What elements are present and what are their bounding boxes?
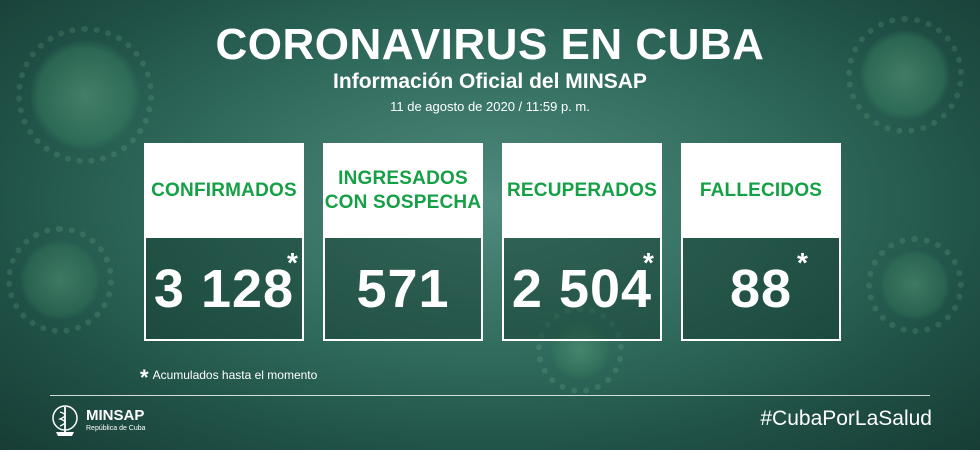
minsap-emblem-icon [52,405,78,436]
card-value: 2 504 [511,258,653,319]
card-value: 571 [356,258,450,319]
card-fallecidos: FALLECIDOS 88 * [681,143,841,343]
card-label: FALLECIDOS [699,179,823,201]
footer-divider [50,395,930,396]
asterisk-mark: * [287,247,298,278]
virus-decoration-icon [536,306,624,394]
report-date: 11 de agosto de 2020 / 11:59 p. m. [390,99,590,114]
footnote-asterisk: * [140,365,149,390]
virus-decoration-icon [16,26,154,164]
card-label: CONFIRMADOS [151,179,297,201]
asterisk-mark: * [797,247,808,278]
virus-decoration-icon [866,236,964,334]
asterisk-mark: * [643,247,654,278]
virus-decoration-icon [846,16,964,134]
footnote: * Acumulados hasta el momento [140,365,317,391]
card-label: INGRESADOS CON SOSPECHA [324,167,482,213]
card-recuperados: RECUPERADOS 2 504 * [502,143,662,343]
page-title: CORONAVIRUS EN CUBA [215,20,765,69]
card-value: 3 128 [153,258,295,319]
card-value: 88 [729,258,793,319]
page-subtitle: Información Oficial del MINSAP [333,70,647,93]
logo-subtitle: República de Cuba [86,425,146,432]
minsap-logo: MINSAP República de Cuba [50,402,146,438]
card-ingresados: INGRESADOS CON SOSPECHA 571 [323,143,483,343]
logo-name: MINSAP [86,407,145,424]
hashtag: #CubaPorLaSalud [760,407,932,430]
virus-decoration-icon [6,226,114,334]
footnote-text: Acumulados hasta el momento [152,368,318,382]
card-confirmados: CONFIRMADOS 3 128 * [144,143,304,343]
card-label: RECUPERADOS [507,179,657,201]
